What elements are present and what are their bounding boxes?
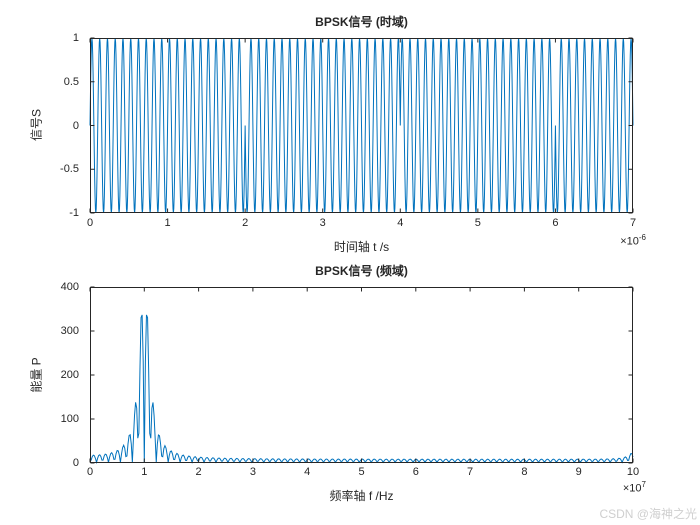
y-tick-label: -1 <box>69 207 79 219</box>
y-tick-label: 300 <box>60 325 79 337</box>
x-tick-label: 6 <box>412 466 419 478</box>
y-tick-label: 200 <box>60 369 79 381</box>
series-line <box>89 37 634 214</box>
freq-plot-area <box>89 286 634 465</box>
plot-svg <box>89 286 634 465</box>
x-tick-label: 2 <box>242 217 249 229</box>
x-tick-label: 3 <box>249 466 256 478</box>
freq-plot-x-exponent: ×107 <box>586 480 646 495</box>
x-tick-label: 6 <box>552 217 559 229</box>
x-tick-label: 5 <box>474 217 481 229</box>
x-tick-label: 3 <box>319 217 326 229</box>
series-line <box>90 314 634 465</box>
exponent-base: ×10 <box>620 235 639 248</box>
x-tick-label: 2 <box>195 466 202 478</box>
freq-plot-title: BPSK信号 (频域) <box>315 264 408 278</box>
x-tick-label: 7 <box>467 466 474 478</box>
x-tick-label: 0 <box>86 466 94 478</box>
x-tick-label: 1 <box>141 466 148 478</box>
freq-plot-xtick-labels: 0 1 2 3 4 5 6 7 8 9 10 <box>86 466 639 480</box>
time-plot-x-exponent: ×10-6 <box>586 233 646 248</box>
time-plot-area <box>89 37 634 214</box>
y-tick-label: 0.5 <box>63 75 79 88</box>
y-tick-label: 1 <box>72 32 79 44</box>
x-tick-label: 0 <box>86 217 94 229</box>
freq-plot-xlabel: 频率轴 f /Hz <box>329 489 394 503</box>
x-tick-label: 1 <box>164 217 171 229</box>
x-tick-label: 8 <box>521 466 528 478</box>
x-tick-label: 7 <box>629 217 637 229</box>
exponent-power: 7 <box>641 480 646 489</box>
x-tick-label: 10 <box>626 466 640 478</box>
x-tick-label: 4 <box>304 466 311 478</box>
plot-svg <box>89 37 634 214</box>
time-plot-title: BPSK信号 (时域) <box>315 15 408 29</box>
axis-box <box>90 287 633 463</box>
y-tick-label: 400 <box>60 281 79 293</box>
time-plot-xtick-labels: 0 1 2 3 4 5 6 7 <box>86 217 637 231</box>
y-tick-label: 0 <box>72 119 79 132</box>
time-plot-xlabel: 时间轴 t /s <box>333 240 390 254</box>
freq-plot-ytick-labels: 0 100 200 300 400 <box>0 281 84 469</box>
y-tick-label: -0.5 <box>60 163 79 176</box>
x-tick-label: 9 <box>575 466 582 478</box>
exponent-base: ×10 <box>622 482 642 495</box>
time-plot-ytick-labels: -1 -0.5 0 0.5 1 <box>0 32 84 219</box>
y-tick-label: 0 <box>72 457 79 469</box>
y-tick-label: 100 <box>60 413 79 425</box>
csdn-watermark: CSDN @海神之光 <box>599 507 697 521</box>
exponent-power: -6 <box>638 233 646 242</box>
x-tick-label: 5 <box>358 466 365 478</box>
x-tick-label: 4 <box>397 217 404 229</box>
